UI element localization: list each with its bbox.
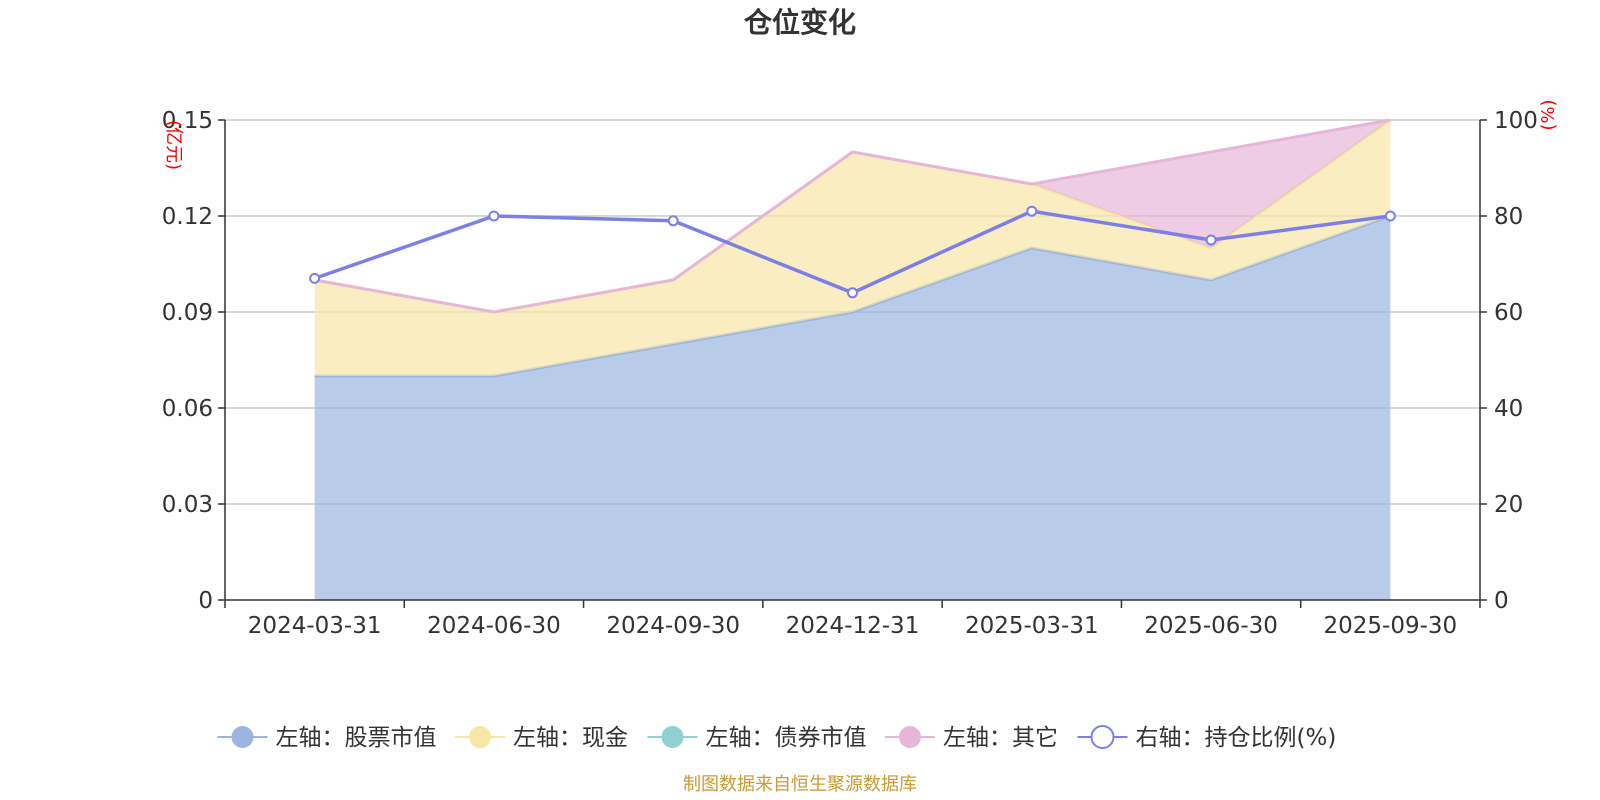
line-layer [309,205,1396,299]
left-axis-unit: (亿元) [163,120,184,170]
legend-marker [469,726,491,748]
legend-label: 左轴：现金 [513,725,628,751]
chart-title: 仓位变化 [744,6,856,39]
legend-item: 左轴：其它 [885,725,1058,751]
right-axis-unit: (%) [1538,99,1559,130]
left-axis-tick-label: 0.03 [162,492,213,518]
legend-marker [231,726,254,748]
line-series-point [1384,210,1396,222]
right-axis-tick-label: 80 [1494,204,1523,230]
line-series-point [847,287,858,299]
area-series-0 [314,216,1391,600]
right-axis-tick-label: 20 [1494,492,1523,518]
x-axis-tick-label: 2024-03-31 [248,613,382,639]
right-axis-tick-label: 40 [1494,396,1523,422]
x-axis-tick-label: 2024-12-31 [786,613,920,639]
legend-marker [661,726,684,748]
area-layer [314,118,1392,600]
x-axis-tick-label: 2025-09-30 [1324,613,1458,639]
source-note: 制图数据来自恒生聚源数据库 [683,774,917,795]
left-axis-tick-label: 0.12 [162,204,213,230]
legend-marker [1090,725,1115,749]
right-axis-tick-label: 100 [1494,108,1538,134]
legend-label: 左轴：股票市值 [276,725,437,751]
line-series-point [667,215,679,227]
legend: 左轴：股票市值 左轴：现金 左轴：债券市值 左轴：其它 右轴：持仓比例(%) [217,725,1337,751]
left-axis-tick-label: 0.09 [162,300,213,326]
legend-item: 左轴：股票市值 [217,725,437,751]
left-axis-tick-label: 0 [198,588,213,614]
legend-label: 右轴：持仓比例(%) [1136,725,1337,751]
legend-item: 左轴：债券市值 [647,725,867,751]
right-axis-tick-label: 0 [1494,588,1509,614]
legend-label: 左轴：债券市值 [706,725,867,751]
line-series-point [309,272,321,284]
legend-marker [899,726,921,748]
area-series-1 [314,120,1391,376]
legend-item: 右轴：持仓比例(%) [1077,725,1337,751]
legend-label: 左轴：其它 [943,725,1058,751]
x-axis-tick-label: 2024-06-30 [427,613,561,639]
right-axis-tick-label: 60 [1494,300,1523,326]
area-series-edge-3 [314,118,1391,314]
x-axis-tick-label: 2025-03-31 [965,613,1099,639]
left-axis-tick-label: 0.15 [162,108,213,134]
left-axis-tick-label: 0.06 [162,396,213,422]
x-axis-tick-label: 2025-06-30 [1144,613,1278,639]
x-axis-tick-label: 2024-09-30 [606,613,740,639]
legend-item: 左轴：现金 [455,725,628,751]
line-series-point [1205,234,1217,246]
line-series-point [488,210,500,222]
line-series-point [1026,205,1038,217]
axis-layer: 0 0.03 0.06 0.09 0.12 0.15 0 20 40 60 80 100 2024-03… [162,108,1538,639]
